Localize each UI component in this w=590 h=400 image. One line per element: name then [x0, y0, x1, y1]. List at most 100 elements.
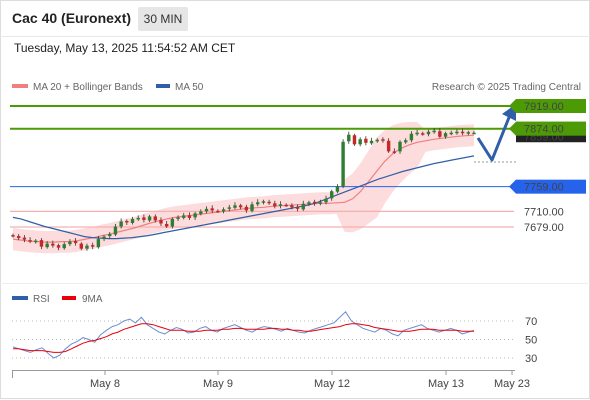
x-tick-label-2: May 12 — [314, 378, 350, 390]
rsi-scale-30: 30 — [525, 353, 537, 365]
candle-body — [176, 217, 180, 219]
candle-body — [352, 135, 357, 145]
projection-arrow — [476, 114, 512, 162]
candle-body — [227, 207, 231, 209]
candle-body — [375, 139, 379, 142]
candle-body — [432, 130, 436, 133]
level-label-7759.00: 7759.00 — [524, 182, 564, 194]
candle-body — [56, 245, 61, 248]
rsi-ma-legend-label: 9MA — [82, 294, 103, 305]
level-label-7919.00: 7919.00 — [524, 101, 564, 113]
candle-body — [449, 132, 453, 135]
candle-body — [404, 140, 408, 143]
candle-body — [90, 245, 95, 247]
rsi-lines — [12, 311, 475, 359]
ma20-legend-label: MA 20 + Bollinger Bands — [33, 82, 143, 93]
candle-body — [125, 220, 129, 223]
candle-body — [455, 131, 459, 134]
candle-body — [96, 239, 101, 248]
candle-body — [324, 198, 328, 203]
instrument-title: Cac 40 (Euronext) — [12, 10, 132, 26]
candle-body — [381, 139, 385, 141]
candle-body — [398, 141, 402, 152]
candle-body — [409, 133, 414, 141]
candle-body — [102, 236, 106, 240]
bollinger-band-area — [13, 121, 474, 254]
candle-body — [284, 204, 288, 207]
candle-body — [472, 132, 476, 135]
ma50-line — [12, 155, 475, 240]
candle-body — [307, 202, 311, 204]
candle-body — [187, 215, 192, 218]
x-tick-label-4: May 23 — [494, 378, 530, 390]
candle-body — [108, 234, 112, 237]
ma50-legend-swatch — [156, 84, 170, 88]
candle-body — [170, 218, 175, 227]
candle-body — [267, 201, 271, 204]
rsi-line — [12, 311, 475, 359]
candle-body — [301, 203, 305, 210]
candle-body — [415, 132, 419, 135]
rsi-grid: 70 50 30 — [12, 316, 537, 365]
candle-body — [421, 133, 425, 135]
candle-body — [199, 211, 203, 214]
candle-body — [39, 240, 44, 247]
x-tick-label-1: May 9 — [203, 378, 233, 390]
level-box-top — [516, 121, 586, 136]
candle-body — [193, 213, 197, 218]
x-axis-labels: May 8 May 9 May 12 May 13 May 23 — [90, 370, 530, 390]
candle-body — [153, 216, 157, 221]
candle-body — [341, 141, 345, 187]
candle-body — [45, 243, 49, 248]
candle-body — [159, 219, 163, 224]
candle-body — [210, 208, 214, 211]
candle-body — [62, 244, 66, 249]
candle-body — [295, 206, 300, 209]
candle-body — [51, 243, 55, 246]
candle-body — [358, 139, 362, 145]
level-label-7679.00: 7679.00 — [524, 222, 564, 234]
candle-body — [68, 241, 72, 245]
projection — [474, 104, 516, 163]
candle-body — [164, 223, 169, 227]
copyright-label: Research © 2025 Trading Central — [432, 82, 581, 93]
candle-body — [347, 134, 351, 142]
candle-body — [250, 204, 254, 211]
candle-body — [290, 205, 294, 208]
level-box-arrow-7874.00 — [509, 121, 516, 136]
ma50-legend-label: MA 50 — [175, 82, 204, 93]
candle-body — [438, 131, 442, 137]
candle-body — [335, 186, 340, 192]
candle-body — [244, 206, 249, 211]
header: Cac 40 (Euronext) 30 MIN — [0, 0, 590, 36]
level-box-arrow-7919.00 — [509, 99, 516, 113]
level-box-arrow-7759.00 — [509, 179, 516, 194]
level-box-7759.00 — [516, 179, 586, 194]
candle-body — [426, 131, 431, 135]
candlesticks — [11, 128, 476, 251]
rsi-ma-line — [13, 323, 474, 353]
timeframe-button[interactable]: 30 MIN — [138, 7, 188, 31]
candle-body — [273, 203, 277, 207]
level-label-7710.00: 7710.00 — [524, 206, 564, 218]
candle-body — [221, 209, 226, 212]
timestamp: Tuesday, May 13, 2025 11:54:52 AM CET — [14, 41, 236, 55]
candle-body — [466, 132, 471, 134]
candle-body — [113, 226, 118, 235]
candle-body — [147, 216, 152, 221]
moving-averages — [12, 134, 475, 243]
ma20-legend-swatch — [12, 84, 28, 88]
candle-body — [22, 237, 27, 240]
candle-body — [73, 241, 78, 244]
candle-body — [386, 140, 391, 152]
candle-body — [136, 217, 140, 220]
rsi-legend-label: RSI — [33, 294, 50, 305]
candle-body — [182, 215, 186, 218]
x-tick-label-3: May 13 — [428, 378, 464, 390]
candle-body — [119, 221, 123, 227]
candle-body — [34, 240, 38, 243]
candle-body — [392, 151, 397, 153]
candle-body — [233, 205, 237, 208]
candle-body — [256, 202, 260, 205]
